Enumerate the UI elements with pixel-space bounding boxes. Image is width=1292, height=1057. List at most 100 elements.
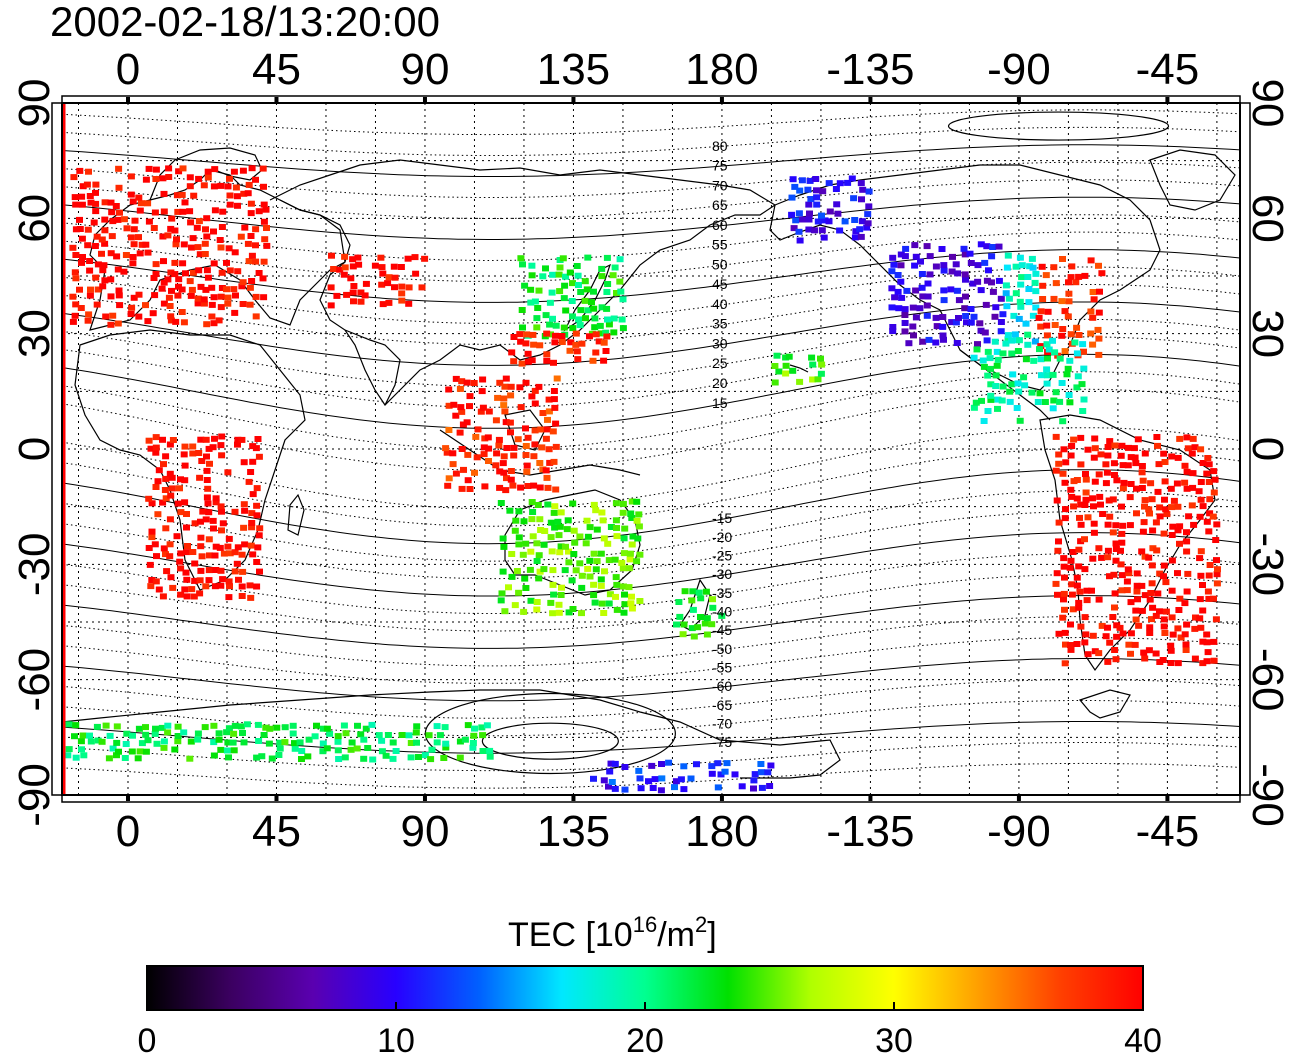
tec-sample [148,534,156,541]
tec-sample [165,174,173,180]
tec-sample [826,208,834,215]
tec-sample [858,218,866,225]
tec-sample [217,244,225,251]
tec-sample [923,243,931,250]
tec-sample [603,254,611,261]
tec-sample [180,451,188,458]
tec-sample [1060,446,1068,453]
tec-sample [135,291,143,298]
tec-sample [590,305,598,312]
tec-sample [205,536,213,543]
tec-sample [697,595,705,602]
tec-sample [113,739,121,746]
tec-sample [533,324,541,331]
tec-sample [167,269,175,276]
tec-sample [219,208,227,215]
tec-sample [471,469,478,476]
tec-sample [1113,633,1121,640]
tec-sample [775,368,783,375]
tec-sample [166,541,174,548]
tec-sample [550,509,558,516]
tec-sample [1055,460,1063,467]
tec-sample [1199,607,1207,614]
tec-sample [449,450,457,457]
tec-sample [1124,566,1132,573]
tec-sample [1082,489,1090,496]
tec-sample [128,748,136,755]
tec-sample [174,208,182,215]
tec-sample [349,263,357,270]
tec-sample [69,318,77,325]
tec-sample [1061,348,1069,355]
tec-sample [162,453,170,460]
tec-sample [202,226,209,233]
tec-sample [597,576,605,583]
tec-sample [1090,520,1098,527]
tec-sample [1053,570,1061,577]
tec-sample [1068,581,1076,588]
tec-sample [1058,380,1066,386]
tec-sample [247,542,255,549]
tec-sample [239,301,247,307]
tec-sample [694,624,702,631]
tec-sample [147,445,155,452]
tec-sample [962,293,969,300]
tec-sample [547,534,555,541]
tec-sample [202,286,210,293]
tec-sample [1197,624,1205,631]
tec-sample [1182,647,1190,653]
tec-sample [256,568,263,575]
tec-sample [194,300,202,307]
tec-sample [901,312,909,318]
tec-sample [375,732,383,739]
tec-sample [1130,445,1138,452]
tec-sample [527,299,535,306]
tec-sample [486,753,494,760]
tec-sample [1075,604,1083,611]
tec-sample [1210,489,1218,496]
tec-sample [146,561,154,568]
tec-sample [237,233,245,240]
tec-sample [1062,641,1069,648]
tec-sample [255,453,263,460]
tec-sample [961,271,969,278]
tec-sample [259,275,267,282]
tec-sample [436,732,444,739]
tec-sample [556,523,564,530]
tec-sample [1095,309,1103,316]
tec-sample [188,244,195,251]
tec-sample [184,543,191,549]
tec-sample [98,738,106,745]
tec-sample [163,568,171,575]
tec-sample [510,452,518,459]
tec-sample [589,357,597,364]
tec-sample [362,280,370,287]
tec-sample [995,243,1003,250]
tec-sample [115,165,123,172]
tec-sample [1051,322,1059,328]
tec-sample [833,201,841,208]
tec-sample [618,559,626,566]
tec-sample [1147,480,1155,487]
tec-sample [159,593,167,600]
tec-sample [360,736,368,743]
tec-sample [334,733,342,740]
tec-sample [562,543,569,550]
tec-sample [485,445,493,452]
tec-sample [527,597,535,604]
tec-sample [597,582,605,589]
tec-sample [87,738,95,745]
tec-sample [101,277,109,284]
tec-sample [333,292,341,299]
tec-sample [130,241,138,248]
tec-sample [894,272,902,278]
tec-sample [955,297,963,304]
tec-sample [621,764,629,770]
tec-sample [528,393,536,400]
tec-sample [626,550,634,557]
tec-sample [500,453,508,460]
tec-sample [508,573,516,580]
tec-sample [593,558,601,565]
tec-sample [464,451,472,458]
tec-sample [1104,444,1112,450]
